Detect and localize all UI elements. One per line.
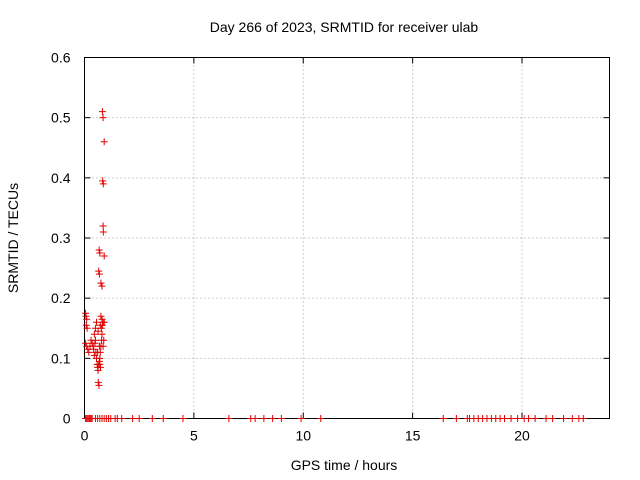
y-axis-label: SRMTID / TECUs [5, 183, 21, 293]
data-point [159, 415, 167, 422]
data-point [99, 180, 107, 188]
data-point [99, 222, 107, 230]
data-point [97, 324, 105, 332]
data-point [94, 348, 102, 356]
y-tick-label: 0.6 [51, 50, 71, 66]
data-point [85, 348, 93, 356]
data-point [95, 267, 103, 275]
data-point [560, 415, 568, 422]
data-point [82, 339, 90, 347]
data-point [100, 318, 108, 326]
x-axis-label: GPS time / hours [291, 457, 398, 473]
data-point [549, 415, 557, 422]
data-point [100, 252, 108, 260]
data-point [96, 249, 104, 257]
data-point [97, 279, 105, 287]
data-point [148, 415, 156, 422]
data-point [96, 360, 104, 368]
plot-frame [84, 57, 610, 419]
data-point [129, 415, 137, 422]
data-point [225, 415, 233, 422]
data-point [98, 108, 106, 116]
grid-lines [84, 57, 610, 419]
chart-title: Day 266 of 2023, SRMTID for receiver ula… [210, 19, 479, 35]
x-tick-label: 15 [405, 428, 421, 444]
data-point [317, 415, 325, 422]
data-point [507, 415, 515, 422]
data-point [100, 336, 108, 344]
y-tick-label: 0 [63, 411, 71, 427]
data-point [525, 415, 533, 422]
data-point [99, 342, 107, 350]
data-point [94, 327, 102, 335]
data-point [93, 318, 101, 326]
data-point [542, 415, 550, 422]
data-point [439, 415, 447, 422]
data-point [90, 330, 98, 338]
axis-ticks: 0 5 10 15 20 0 0.1 0.2 0.3 0.4 0.5 0.6 [51, 50, 610, 444]
data-point [269, 415, 277, 422]
data-point [251, 415, 259, 422]
y-tick-label: 0.5 [51, 110, 71, 126]
data-point [568, 415, 576, 422]
data-point [118, 415, 126, 422]
data-point [135, 415, 143, 422]
data-point [100, 138, 108, 146]
data-point [95, 381, 103, 389]
x-tick-label: 5 [190, 428, 198, 444]
y-tick-label: 0.4 [51, 170, 71, 186]
y-tick-label: 0.3 [51, 230, 71, 246]
data-point [83, 315, 91, 323]
data-point [82, 312, 90, 320]
data-point [95, 246, 103, 254]
data-point [96, 321, 104, 329]
data-point [96, 363, 104, 371]
data-point [99, 177, 107, 185]
data-point [82, 321, 90, 329]
data-point [514, 415, 522, 422]
x-tick-label: 20 [514, 428, 530, 444]
data-point [179, 415, 187, 422]
y-tick-label: 0.1 [51, 350, 71, 366]
data-point [98, 282, 106, 290]
data-point [452, 415, 460, 422]
data-point [96, 354, 104, 362]
x-tick-label: 10 [295, 428, 311, 444]
data-point [98, 330, 106, 338]
data-point [95, 270, 103, 278]
data-point [91, 339, 99, 347]
data-point [260, 415, 268, 422]
data-point [97, 312, 105, 320]
data-point [99, 114, 107, 122]
data-points [82, 108, 587, 422]
data-point [277, 415, 285, 422]
data-point [501, 415, 508, 422]
data-point [99, 228, 107, 236]
data-point [531, 415, 539, 422]
data-point [83, 324, 91, 332]
data-point [94, 378, 102, 386]
data-point [297, 415, 305, 422]
x-tick-label: 0 [81, 428, 89, 444]
y-tick-label: 0.2 [51, 290, 71, 306]
data-point [579, 415, 587, 422]
